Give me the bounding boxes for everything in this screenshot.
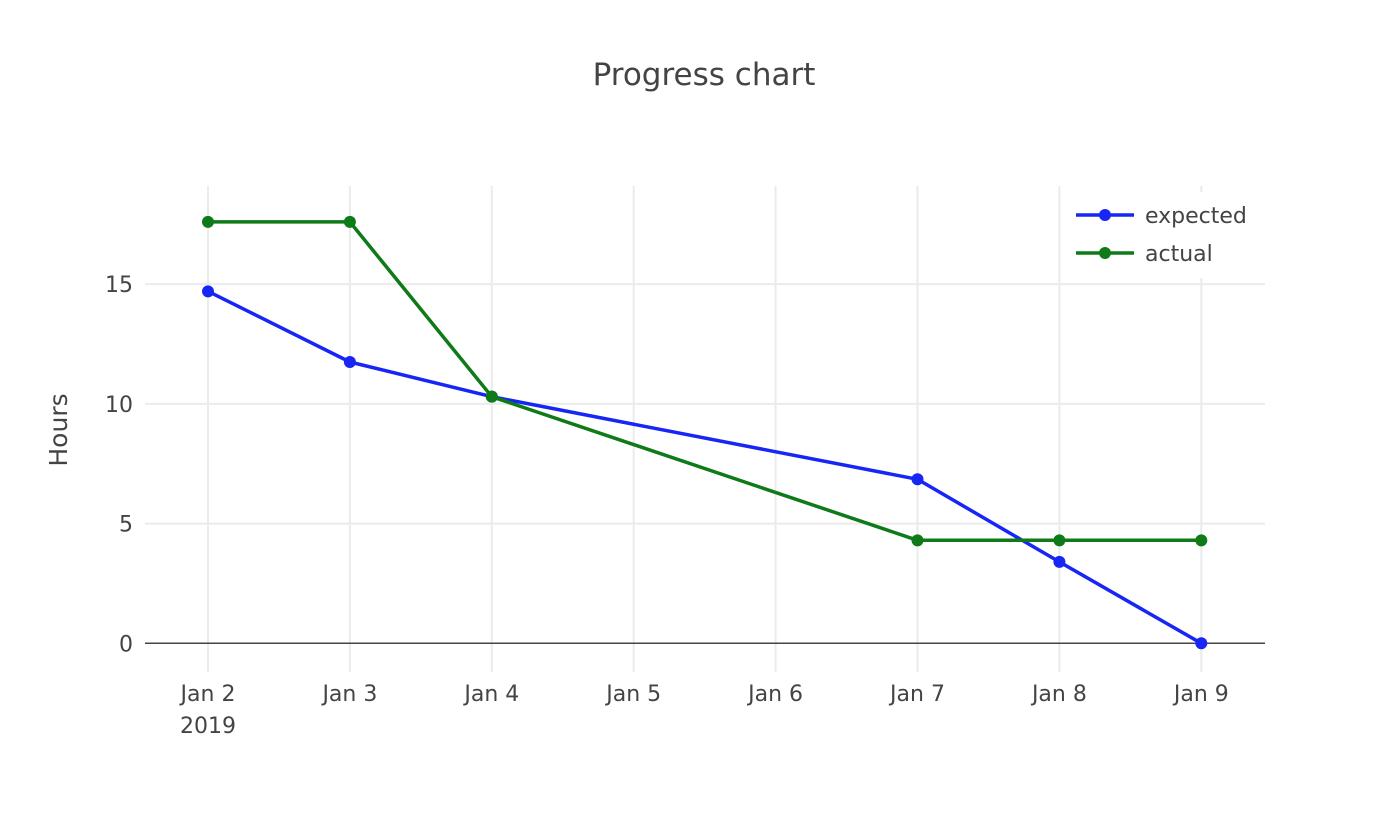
legend[interactable]: expected actual [1063,192,1268,278]
expected-point [1195,637,1208,650]
legend-item-actual[interactable]: actual [1076,242,1213,267]
legend-swatch-marker [1099,247,1111,259]
actual-point [1053,534,1066,547]
actual-point [485,390,498,403]
x-tick-label: Jan 9 [1172,682,1229,707]
x-tick-label: Jan 3 [320,682,377,707]
axes: Jan 2 Jan 3 Jan 4 Jan 5 Jan 6 Jan 7 Jan 8 Jan 9… [105,273,1265,739]
actual-point [343,215,356,228]
expected-line [206,289,1204,646]
x-tick-label: Jan 7 [888,682,945,707]
x-tick-label: Jan 8 [1030,682,1087,707]
legend-label: actual [1145,242,1213,267]
y-tick-label: 15 [105,273,133,298]
actual-line [206,220,1204,543]
legend-item-expected[interactable]: expected [1076,204,1247,229]
expected-point [202,285,214,298]
y-axis-title: Hours [44,393,73,466]
expected-point [911,473,924,486]
x-tick-label: Jan 4 [462,682,519,707]
grid [145,186,1265,672]
expected-point [343,355,356,368]
x-tick-year-label: 2019 [180,714,236,739]
x-tick-label: Jan 6 [746,682,803,707]
x-tick-label: Jan 5 [604,682,661,707]
y-tick-label: 10 [105,393,133,418]
y-tick-label: 0 [119,632,133,657]
legend-swatch-marker [1099,209,1111,221]
actual-point [911,534,924,547]
chart-title: Progress chart [593,57,816,93]
actual-point [1195,534,1208,547]
actual-point [202,215,214,228]
series-layer [202,215,1208,650]
x-tick-label: Jan 2 [179,682,236,707]
series-actual [202,215,1208,547]
legend-label: expected [1145,204,1247,229]
expected-point [1053,555,1066,568]
y-tick-label: 5 [119,513,133,538]
legend-background [1063,192,1268,278]
